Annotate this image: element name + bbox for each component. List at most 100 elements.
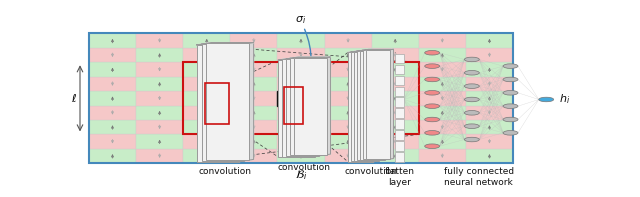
Text: fully connected
neural network: fully connected neural network: [444, 167, 514, 187]
Bar: [202, 44, 244, 161]
Bar: [230, 33, 277, 48]
Text: flatten
layer: flatten layer: [385, 167, 415, 187]
Polygon shape: [202, 43, 249, 44]
Bar: [372, 134, 419, 149]
Bar: [277, 48, 324, 62]
Bar: [324, 62, 372, 77]
Circle shape: [425, 131, 440, 135]
Polygon shape: [360, 50, 388, 51]
FancyArrowPatch shape: [303, 29, 311, 92]
Polygon shape: [381, 51, 385, 160]
Circle shape: [503, 91, 518, 95]
Bar: [183, 149, 230, 163]
Bar: [419, 106, 466, 120]
Circle shape: [465, 97, 479, 102]
Bar: [324, 120, 372, 134]
Bar: [324, 149, 372, 163]
Bar: [89, 62, 136, 77]
Bar: [284, 87, 303, 124]
Text: $h_i$: $h_i$: [559, 93, 570, 106]
Bar: [89, 33, 513, 163]
Bar: [419, 91, 466, 106]
Bar: [136, 33, 183, 48]
Polygon shape: [326, 57, 330, 155]
Bar: [277, 62, 324, 77]
Circle shape: [539, 97, 554, 102]
Bar: [372, 77, 419, 91]
Circle shape: [503, 131, 518, 135]
Bar: [466, 62, 513, 77]
Bar: [277, 120, 324, 134]
Bar: [286, 59, 319, 156]
Bar: [324, 134, 372, 149]
Bar: [277, 91, 324, 106]
Polygon shape: [196, 44, 244, 45]
Polygon shape: [286, 58, 323, 59]
Polygon shape: [294, 57, 330, 58]
Bar: [183, 77, 230, 91]
Bar: [277, 149, 324, 163]
Bar: [351, 52, 376, 161]
Bar: [419, 134, 466, 149]
Circle shape: [503, 104, 518, 108]
Bar: [183, 62, 230, 77]
Bar: [466, 106, 513, 120]
Polygon shape: [385, 50, 388, 160]
Bar: [277, 91, 324, 106]
Bar: [89, 33, 136, 48]
Bar: [324, 33, 372, 48]
Polygon shape: [365, 49, 394, 50]
Bar: [183, 33, 230, 48]
Bar: [89, 134, 136, 149]
Circle shape: [503, 117, 518, 122]
Polygon shape: [249, 43, 253, 160]
Circle shape: [425, 64, 440, 68]
Bar: [419, 77, 466, 91]
Text: $\ell$: $\ell$: [71, 92, 77, 104]
Bar: [136, 120, 183, 134]
Bar: [372, 33, 419, 48]
Bar: [372, 48, 419, 62]
Bar: [466, 134, 513, 149]
Text: convolution: convolution: [198, 167, 252, 177]
Circle shape: [425, 91, 440, 95]
Bar: [183, 62, 419, 134]
Bar: [395, 54, 404, 63]
Bar: [294, 58, 326, 155]
Text: convolution: convolution: [344, 167, 397, 177]
Circle shape: [425, 50, 440, 55]
Circle shape: [465, 57, 479, 62]
Circle shape: [425, 104, 440, 108]
Bar: [89, 48, 136, 62]
Bar: [466, 77, 513, 91]
Bar: [277, 77, 324, 91]
Circle shape: [465, 71, 479, 75]
Text: $\sigma_i$: $\sigma_i$: [296, 14, 307, 26]
Bar: [395, 152, 404, 162]
Bar: [136, 91, 183, 106]
Bar: [277, 134, 324, 149]
Bar: [196, 45, 239, 162]
Bar: [183, 134, 230, 149]
Bar: [419, 149, 466, 163]
Text: convolution: convolution: [278, 163, 331, 172]
Bar: [277, 106, 324, 120]
Bar: [363, 50, 388, 159]
Text: $\mathcal{B}_i$: $\mathcal{B}_i$: [295, 168, 307, 182]
Bar: [419, 120, 466, 134]
Circle shape: [503, 64, 518, 68]
Bar: [89, 149, 136, 163]
Polygon shape: [244, 43, 249, 161]
Bar: [395, 141, 404, 151]
Bar: [136, 48, 183, 62]
Bar: [419, 48, 466, 62]
Bar: [395, 76, 404, 85]
Polygon shape: [315, 59, 319, 157]
Bar: [365, 50, 390, 159]
Bar: [466, 120, 513, 134]
Bar: [89, 77, 136, 91]
Circle shape: [425, 77, 440, 82]
Bar: [282, 59, 315, 157]
Bar: [356, 51, 381, 160]
Bar: [205, 83, 229, 124]
